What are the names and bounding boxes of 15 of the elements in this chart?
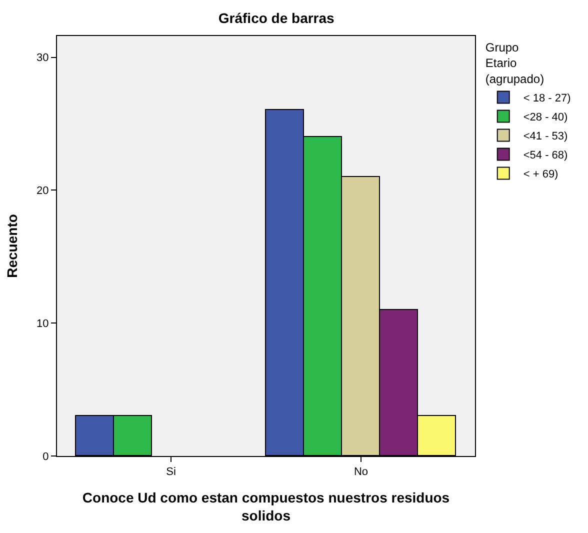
legend-label: < + 69) — [523, 168, 558, 181]
y-tick-label: 20 — [36, 185, 49, 198]
y-tick-label: 10 — [36, 318, 49, 330]
legend-label: <28 - 40) — [523, 112, 568, 124]
legend-title: Grupo Etario (agrupado) — [485, 40, 544, 86]
y-tick-label: 30 — [36, 52, 49, 64]
y-axis-title: Recuento — [4, 214, 20, 278]
legend-label: <54 - 68) — [523, 150, 568, 162]
legend-label: <41 - 53) — [523, 130, 568, 143]
legend-label: < 18 - 27) — [523, 92, 571, 105]
x-tick-label: Si — [166, 466, 176, 478]
y-tick-label: 0 — [42, 450, 49, 463]
chart-title: Gráfico de barras — [218, 10, 335, 26]
x-tick-label: No — [354, 466, 368, 478]
x-axis-title: Conoce Ud como estan compuestos nuestros residuos solidos — [82, 490, 450, 524]
